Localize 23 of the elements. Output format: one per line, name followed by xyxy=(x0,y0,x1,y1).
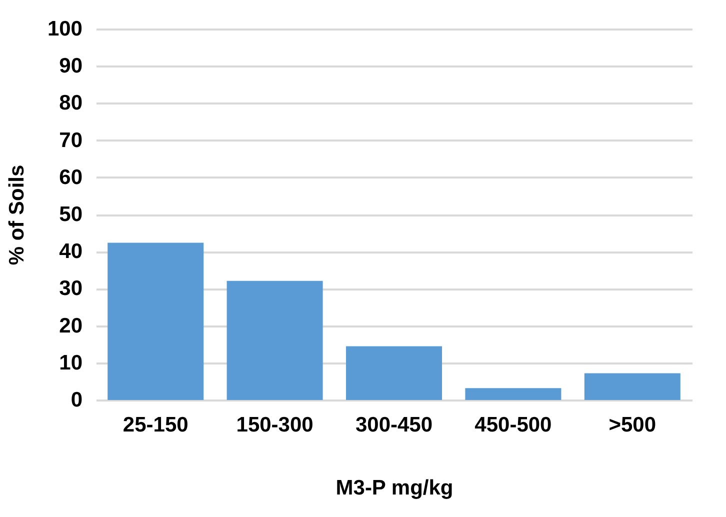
y-tick-label: 90 xyxy=(59,54,82,78)
y-tick-label: 20 xyxy=(59,314,82,338)
y-tick-label: 10 xyxy=(59,351,82,374)
y-tick-label: 30 xyxy=(59,277,82,300)
x-tick-label: 450-500 xyxy=(474,414,552,436)
x-tick-label: 150-300 xyxy=(236,414,314,436)
y-tick-label: 80 xyxy=(59,92,82,115)
y-tick-label: 40 xyxy=(59,240,82,264)
bar xyxy=(226,280,323,400)
bar xyxy=(584,373,680,400)
x-axis-title: M3-P mg/kg xyxy=(336,476,454,500)
y-tick-label: 100 xyxy=(47,18,82,40)
y-tick-label: 60 xyxy=(59,166,82,189)
y-tick-label: 0 xyxy=(70,388,82,412)
bar xyxy=(346,346,442,400)
bar xyxy=(108,242,204,400)
y-tick-label: 50 xyxy=(59,203,82,226)
x-tick-label: 300-450 xyxy=(355,414,433,436)
y-tick-label: 70 xyxy=(59,128,82,152)
x-tick-label: >500 xyxy=(608,414,656,436)
bar xyxy=(465,388,562,400)
y-axis-title: % of Soils xyxy=(5,164,28,266)
x-tick-label: 25-150 xyxy=(122,414,188,436)
